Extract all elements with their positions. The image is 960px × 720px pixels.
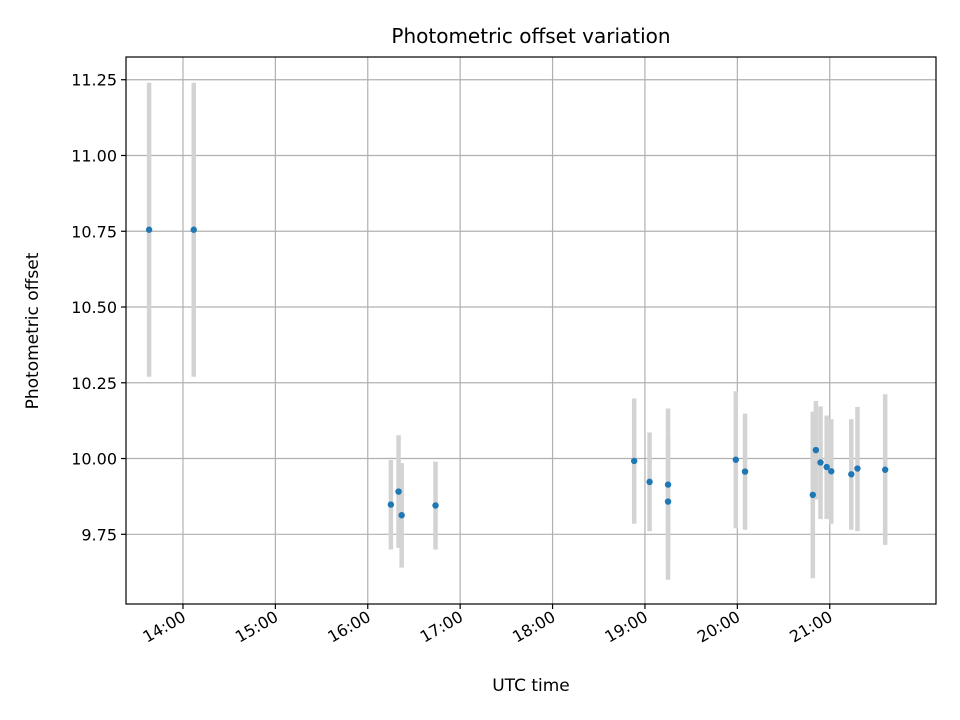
- data-point: [395, 488, 402, 495]
- data-point: [630, 457, 638, 465]
- data-point: [398, 512, 405, 519]
- y-axis-title: Photometric offset: [23, 252, 43, 409]
- data-point: [741, 468, 749, 475]
- y-tick-label: 10.25: [71, 374, 117, 393]
- x-tick-label: 15:00: [232, 607, 281, 647]
- error-bars: [146, 82, 888, 580]
- x-tick-label: 19:00: [602, 607, 651, 647]
- data-point: [881, 466, 889, 473]
- data-point: [387, 501, 395, 508]
- grid: [126, 57, 936, 604]
- data-point: [817, 459, 824, 466]
- y-tick-label: 11.00: [71, 146, 117, 165]
- data-point: [432, 502, 439, 509]
- x-tick-label: 18:00: [509, 607, 558, 647]
- x-tick-label: 16:00: [324, 607, 373, 647]
- chart-title: Photometric offset variation: [391, 24, 670, 48]
- x-tick-label: 21:00: [786, 607, 835, 647]
- data-point: [646, 478, 653, 486]
- data-point: [854, 465, 861, 472]
- data-point: [812, 446, 820, 454]
- data-points: [145, 226, 889, 519]
- data-point: [664, 481, 672, 488]
- data-point: [823, 463, 830, 471]
- y-tick-label: 9.75: [81, 525, 117, 544]
- data-point: [828, 468, 835, 475]
- plot-frame: [125, 56, 937, 605]
- data-point: [809, 491, 817, 499]
- y-tick-label: 10.00: [71, 450, 117, 469]
- data-point: [848, 471, 855, 478]
- x-tick-label: 20:00: [694, 607, 743, 647]
- ticks: 14:00 15:00 16:00 17:00 18:00 19:00 20:00 21:00…: [71, 71, 836, 647]
- data-point: [145, 226, 153, 233]
- data-point: [190, 226, 197, 233]
- data-point: [664, 498, 672, 505]
- y-tick-label: 11.25: [71, 71, 117, 90]
- y-tick-label: 10.75: [71, 222, 117, 241]
- x-tick-label: 14:00: [140, 607, 189, 647]
- data-point: [732, 456, 740, 463]
- x-tick-label: 17:00: [417, 607, 466, 647]
- y-tick-label: 10.50: [71, 298, 117, 317]
- x-axis-title: UTC time: [492, 676, 570, 696]
